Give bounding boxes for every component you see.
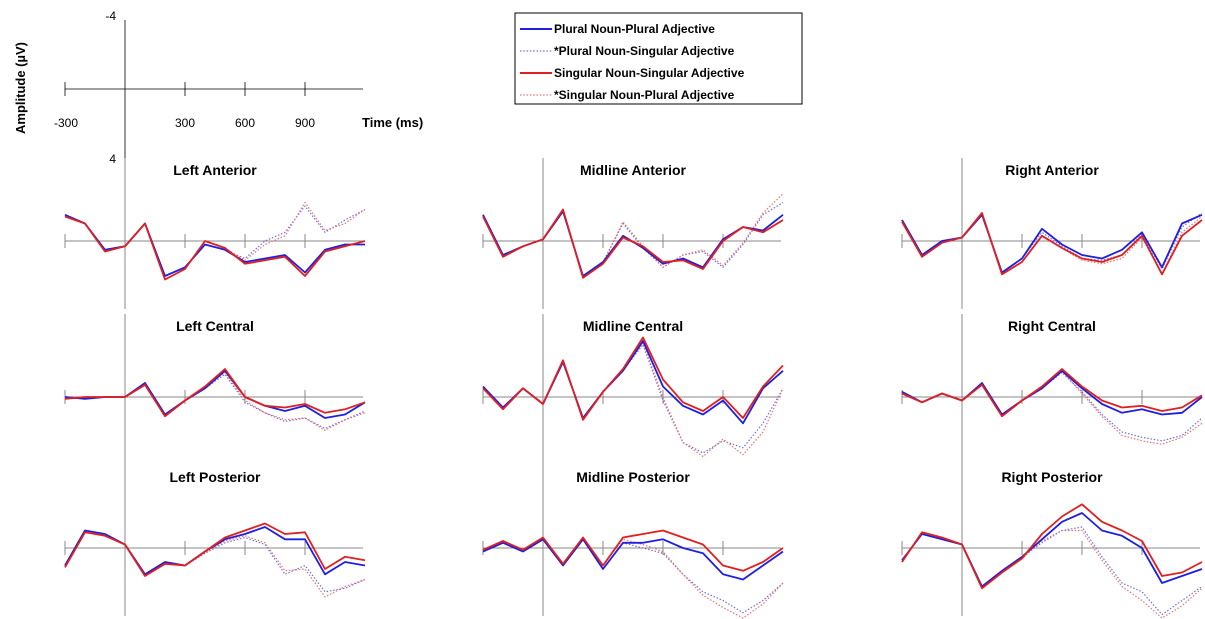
panel-title-left-central: Left Central — [176, 318, 254, 334]
series-line-singular-noun-plural-adjective — [482, 342, 784, 458]
scale-x-tick-label-3: 900 — [295, 116, 315, 130]
legend-label-0: Plural Noun-Plural Adjective — [554, 22, 715, 36]
panel-title-midline-central: Midline Central — [583, 318, 683, 334]
series-line-plural-noun-singular-adjective — [482, 343, 784, 454]
series-line-singular-noun-plural-adjective — [901, 370, 1203, 445]
series-line-plural-noun-plural-adjective — [482, 538, 784, 581]
scale-panel: -4 4 -300 300 600 900 Time (ms) Amplitud… — [13, 9, 423, 166]
scale-y-bottom-label: 4 — [109, 152, 116, 166]
panel-title-left-posterior: Left Posterior — [169, 469, 261, 485]
series-line-plural-noun-plural-adjective — [64, 526, 366, 576]
series-line-plural-noun-singular-adjective — [482, 538, 784, 614]
panel-right-central: Right Central — [901, 314, 1203, 465]
panel-title-right-posterior: Right Posterior — [1001, 469, 1103, 485]
series-line-plural-noun-plural-adjective — [901, 512, 1203, 588]
series-line-singular-noun-singular-adjective — [64, 368, 366, 418]
series-line-plural-noun-singular-adjective — [64, 373, 366, 430]
legend-label-2: Singular Noun-Singular Adjective — [554, 66, 745, 80]
legend-label-1: *Plural Noun-Singular Adjective — [554, 44, 735, 58]
series-line-singular-noun-plural-adjective — [64, 201, 366, 281]
series-line-singular-noun-singular-adjective — [482, 208, 784, 279]
panel-left-anterior: Left Anterior — [64, 158, 366, 309]
panel-title-midline-anterior: Midline Anterior — [580, 162, 687, 178]
panel-title-right-central: Right Central — [1008, 318, 1096, 334]
y-axis-label: Amplitude (µV) — [13, 42, 28, 134]
series-line-singular-noun-singular-adjective — [901, 503, 1203, 590]
series-line-plural-noun-singular-adjective — [901, 371, 1203, 442]
series-line-singular-noun-singular-adjective — [482, 529, 784, 572]
scale-y-top-label: -4 — [105, 9, 116, 23]
series-line-singular-noun-singular-adjective — [482, 336, 784, 421]
legend: Plural Noun-Plural Adjective *Plural Nou… — [514, 12, 803, 105]
panel-left-central: Left Central — [64, 314, 366, 465]
panel-title-right-anterior: Right Anterior — [1005, 162, 1099, 178]
panel-right-posterior: Right Posterior — [901, 465, 1203, 619]
scale-x-tick-label-2: 600 — [235, 116, 255, 130]
series-line-singular-noun-plural-adjective — [64, 531, 366, 598]
legend-label-3: *Singular Noun-Plural Adjective — [554, 88, 735, 102]
series-line-singular-noun-singular-adjective — [901, 368, 1203, 418]
legend-box — [514, 12, 803, 105]
panel-right-anterior: Right Anterior — [901, 158, 1203, 309]
series-line-plural-noun-singular-adjective — [482, 201, 784, 277]
panel-left-posterior: Left Posterior — [64, 465, 366, 616]
panel-title-midline-posterior: Midline Posterior — [576, 469, 690, 485]
scale-x-tick-label-1: 300 — [175, 116, 195, 130]
panel-title-left-anterior: Left Anterior — [173, 162, 257, 178]
panel-midline-anterior: Midline Anterior — [482, 158, 784, 309]
panel-midline-posterior: Midline Posterior — [482, 465, 784, 619]
series-line-singular-noun-singular-adjective — [901, 212, 1203, 276]
erp-panels: Left Anterior Midline Anterior Right Anter… — [64, 158, 1203, 619]
series-line-singular-noun-plural-adjective — [482, 193, 784, 279]
series-line-plural-noun-singular-adjective — [64, 205, 366, 277]
scale-x-tick-label-0: -300 — [54, 116, 78, 130]
panel-midline-central: Midline Central — [482, 314, 784, 465]
series-line-singular-noun-singular-adjective — [64, 522, 366, 577]
series-line-singular-noun-singular-adjective — [64, 215, 366, 281]
x-axis-label: Time (ms) — [362, 115, 423, 130]
